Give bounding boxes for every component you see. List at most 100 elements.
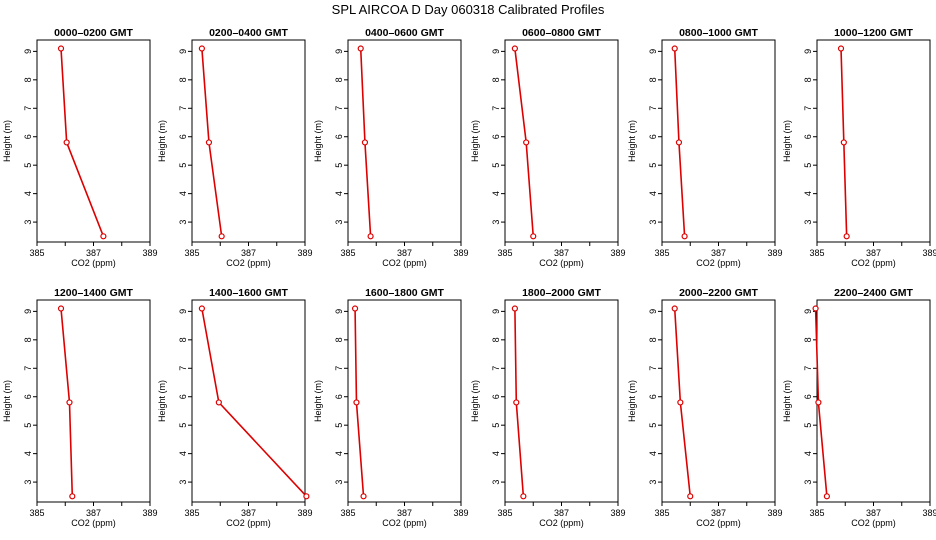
- y-tick-label: 4: [648, 451, 658, 456]
- plot-frame: [816, 39, 931, 243]
- y-tick-label: 8: [491, 337, 501, 342]
- panel-title: 0800–1000 GMT: [679, 27, 758, 39]
- x-tick-label: 389: [297, 508, 312, 518]
- x-tick-label: 389: [922, 508, 936, 518]
- y-tick-label: 9: [648, 49, 658, 54]
- y-tick-label: 5: [178, 423, 188, 428]
- panel-title: 2200–2400 GMT: [834, 287, 913, 299]
- y-tick-label: 7: [23, 106, 33, 111]
- x-axis-label: CO2 (ppm): [696, 518, 741, 528]
- data-point: [367, 233, 374, 240]
- y-tick-label: 8: [178, 77, 188, 82]
- y-tick-label: 6: [23, 134, 33, 139]
- x-tick-label: 389: [922, 248, 936, 258]
- y-tick-label: 9: [178, 49, 188, 54]
- y-tick-label: 4: [23, 191, 33, 196]
- y-tick-label: 7: [334, 106, 344, 111]
- y-tick-label: 3: [23, 220, 33, 225]
- y-axis-label: Height (m): [313, 380, 323, 422]
- panel-7: 1200–1400 GMT 385 387 389 3 4 5 6 7 8 9 CO2 (ppm) He…: [2, 287, 158, 528]
- x-axis-label: CO2 (ppm): [539, 518, 584, 528]
- y-tick-label: 3: [334, 480, 344, 485]
- data-point: [69, 493, 76, 500]
- y-tick-label: 7: [178, 106, 188, 111]
- x-axis-label: CO2 (ppm): [71, 258, 116, 268]
- x-tick-label: 389: [142, 508, 157, 518]
- panel-1: 0000–0200 GMT 385 387 389 3 4 5 6 7 8 9 CO2 (ppm) He…: [2, 27, 158, 268]
- y-tick-label: 3: [178, 220, 188, 225]
- y-tick-label: 5: [648, 163, 658, 168]
- y-tick-label: 3: [334, 220, 344, 225]
- y-tick-label: 4: [334, 191, 344, 196]
- y-tick-label: 5: [334, 163, 344, 168]
- data-point: [681, 233, 688, 240]
- x-tick-label: 385: [340, 508, 355, 518]
- y-tick-label: 5: [803, 423, 813, 428]
- y-axis-label: Height (m): [627, 380, 637, 422]
- figure-title: SPL AIRCOA D Day 060318 Calibrated Profi…: [332, 2, 605, 17]
- data-point: [677, 399, 684, 406]
- x-tick-label: 385: [184, 248, 199, 258]
- y-tick-label: 4: [178, 191, 188, 196]
- x-tick-label: 387: [866, 508, 881, 518]
- y-tick-label: 9: [491, 309, 501, 314]
- data-point: [671, 45, 678, 52]
- x-tick-label: 387: [554, 248, 569, 258]
- y-tick-label: 4: [491, 191, 501, 196]
- y-tick-label: 7: [23, 366, 33, 371]
- x-tick-label: 385: [184, 508, 199, 518]
- y-tick-label: 3: [648, 220, 658, 225]
- y-axis-label: Height (m): [627, 120, 637, 162]
- x-tick-label: 385: [29, 508, 44, 518]
- y-tick-label: 5: [648, 423, 658, 428]
- y-tick-label: 4: [803, 191, 813, 196]
- panel-title: 1200–1400 GMT: [54, 287, 133, 299]
- data-point: [823, 493, 830, 500]
- x-tick-label: 389: [453, 508, 468, 518]
- y-tick-label: 4: [334, 451, 344, 456]
- y-tick-label: 3: [491, 220, 501, 225]
- y-tick-label: 9: [648, 309, 658, 314]
- x-axis-label: CO2 (ppm): [851, 258, 896, 268]
- data-point: [812, 305, 819, 312]
- panel-title: 2000–2200 GMT: [679, 287, 758, 299]
- y-tick-label: 8: [334, 337, 344, 342]
- data-point: [351, 305, 359, 312]
- x-tick-label: 389: [453, 248, 468, 258]
- x-tick-label: 385: [497, 248, 512, 258]
- y-tick-label: 7: [491, 366, 501, 371]
- x-tick-label: 385: [809, 248, 824, 258]
- y-tick-label: 3: [803, 480, 813, 485]
- y-tick-label: 8: [23, 337, 33, 342]
- y-tick-label: 6: [23, 394, 33, 399]
- y-tick-label: 8: [803, 337, 813, 342]
- x-tick-label: 389: [297, 248, 312, 258]
- data-point: [57, 305, 65, 312]
- x-tick-label: 387: [241, 248, 256, 258]
- plot-frame: [347, 299, 462, 503]
- y-axis-label: Height (m): [313, 120, 323, 162]
- y-tick-label: 8: [178, 337, 188, 342]
- panel-title: 0400–0600 GMT: [365, 27, 444, 39]
- y-tick-label: 5: [491, 163, 501, 168]
- y-tick-label: 8: [491, 77, 501, 82]
- data-point: [843, 233, 850, 240]
- y-tick-label: 5: [334, 423, 344, 428]
- x-tick-label: 387: [711, 508, 726, 518]
- panel-title: 0200–0400 GMT: [209, 27, 288, 39]
- x-tick-label: 385: [29, 248, 44, 258]
- x-tick-label: 385: [654, 248, 669, 258]
- data-point: [523, 139, 530, 146]
- x-tick-label: 385: [340, 248, 355, 258]
- y-tick-label: 7: [648, 106, 658, 111]
- x-tick-label: 387: [711, 248, 726, 258]
- data-point: [100, 233, 107, 240]
- data-point: [520, 493, 527, 500]
- x-tick-label: 389: [610, 508, 625, 518]
- y-axis-label: Height (m): [157, 380, 167, 422]
- data-point: [513, 399, 520, 406]
- y-tick-label: 5: [23, 423, 33, 428]
- y-tick-label: 6: [491, 394, 501, 399]
- y-axis-label: Height (m): [470, 120, 480, 162]
- y-tick-label: 8: [648, 337, 658, 342]
